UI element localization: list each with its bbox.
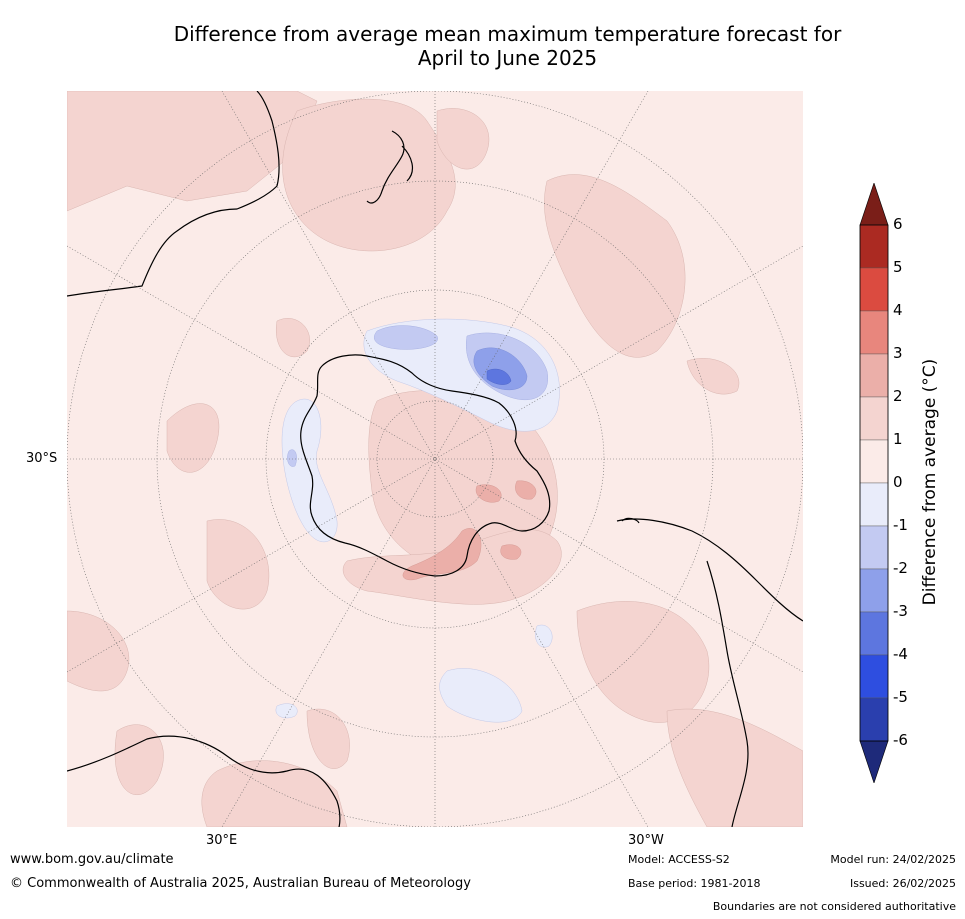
colorbar-tick-label: -1: [893, 516, 908, 534]
footer-issued: Issued: 26/02/2025: [849, 877, 956, 890]
colorbar-tick-label: 4: [893, 301, 903, 319]
colorbar-tick-label: 2: [893, 387, 903, 405]
polar-map: [67, 91, 803, 827]
colorbar-band: [859, 224, 889, 269]
lon-label-30w: 30°W: [628, 833, 664, 848]
antarctica-coast: [300, 354, 551, 577]
map-title: Difference from average mean maximum tem…: [0, 22, 965, 70]
colorbar-tick-label: -5: [893, 688, 908, 706]
footer-base-period: Base period: 1981-2018: [628, 877, 761, 890]
colorbar-outline: [859, 224, 889, 742]
colorbar-band: [859, 611, 889, 656]
colorbar-tick-label: 6: [893, 215, 903, 233]
colorbar-band: [859, 396, 889, 441]
south-america-coast: [616, 518, 803, 827]
graticule: [67, 91, 803, 827]
colorbar: [859, 183, 889, 783]
lat-label-30s: 30°S: [26, 451, 58, 466]
footer-model: Model: ACCESS-S2: [628, 853, 730, 866]
colorbar-tick-label: -2: [893, 559, 908, 577]
coastlines: [67, 91, 803, 827]
anomaly-pos-1-2: [67, 91, 803, 827]
colorbar-tick-label: 1: [893, 430, 903, 448]
colorbar-tick-label: -6: [893, 731, 908, 749]
title-line-1: Difference from average mean maximum tem…: [173, 22, 842, 46]
colorbar-band: [859, 568, 889, 613]
colorbar-tick-label: -4: [893, 645, 908, 663]
colorbar-extend-max: [859, 183, 889, 226]
title-line-2: April to June 2025: [417, 46, 598, 70]
colorbar-tick-label: -3: [893, 602, 908, 620]
anomaly-neg-3-4: [486, 368, 512, 385]
colorbar-extend-min: [859, 740, 889, 783]
colorbar-band: [859, 353, 889, 398]
africa-coast: [67, 735, 341, 827]
new-zealand-coast: [366, 130, 414, 204]
colorbar-band: [859, 697, 889, 742]
colorbar-band: [859, 525, 889, 570]
colorbar-title-text: Difference from average (°C): [920, 358, 940, 606]
footer-disclaimer: Boundaries are not considered authoritat…: [712, 900, 956, 913]
colorbar-tick-label: 5: [893, 258, 903, 276]
footer-copyright: © Commonwealth of Australia 2025, Austra…: [10, 876, 471, 891]
lon-label-30e: 30°E: [206, 833, 238, 848]
colorbar-band: [859, 439, 889, 484]
south-georgia-coast: [621, 517, 640, 524]
colorbar-band: [859, 267, 889, 312]
colorbar-band: [859, 310, 889, 355]
footer-website: www.bom.gov.au/climate: [10, 852, 174, 867]
australia-coast: [67, 91, 280, 297]
colorbar-band: [859, 654, 889, 699]
colorbar-tick-label: 3: [893, 344, 903, 362]
colorbar-tick-label: 0: [893, 473, 903, 491]
colorbar-band: [859, 482, 889, 527]
footer-model-run: Model run: 24/02/2025: [830, 853, 956, 866]
colorbar-bands: [859, 183, 889, 783]
